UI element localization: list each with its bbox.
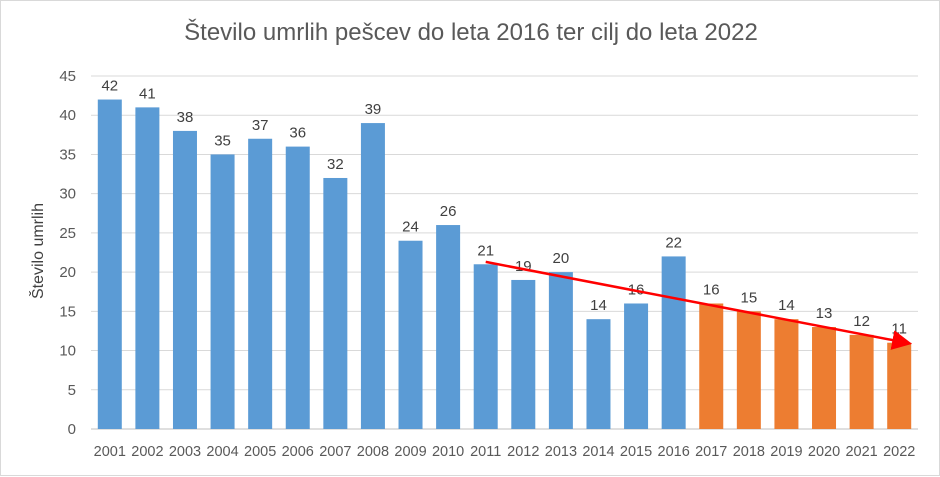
bar	[661, 256, 686, 429]
data-label: 39	[365, 101, 382, 118]
y-tick-label: 15	[59, 303, 76, 320]
data-label: 37	[252, 117, 269, 134]
x-tick-label: 2008	[357, 444, 389, 460]
data-label: 13	[816, 305, 833, 322]
data-label: 38	[177, 109, 194, 126]
data-label: 20	[553, 250, 570, 267]
data-label: 24	[402, 219, 419, 236]
data-label: 14	[590, 297, 607, 314]
bar	[586, 319, 611, 429]
data-label: 32	[327, 156, 344, 173]
data-label: 15	[740, 289, 757, 306]
x-tick-label: 2009	[394, 444, 426, 460]
y-tick-label: 0	[68, 421, 76, 438]
bar	[210, 154, 235, 429]
bar	[812, 327, 837, 429]
x-tick-label: 2021	[845, 444, 877, 460]
x-tick-label: 2003	[169, 444, 201, 460]
x-tick-label: 2019	[770, 444, 802, 460]
y-tick-label: 10	[59, 343, 76, 360]
data-label: 41	[139, 85, 156, 102]
x-tick-label: 2017	[695, 444, 727, 460]
y-tick-label: 5	[68, 382, 76, 399]
x-tick-label: 2018	[733, 444, 765, 460]
trend-arrow	[485, 260, 913, 350]
bar	[436, 225, 461, 429]
data-label: 16	[703, 281, 720, 298]
data-label: 22	[665, 234, 682, 251]
x-tick-label: 2013	[545, 444, 577, 460]
x-tick-label: 2012	[507, 444, 539, 460]
data-label: 42	[101, 78, 118, 95]
bar	[699, 303, 724, 429]
x-tick-label: 2011	[470, 444, 501, 460]
x-tick-label: 2020	[808, 444, 840, 460]
bar	[248, 138, 273, 429]
y-tick-label: 35	[59, 146, 76, 163]
x-tick-label: 2016	[658, 444, 690, 460]
bar	[172, 130, 197, 429]
bar	[511, 279, 536, 429]
bar	[398, 240, 423, 429]
bar	[135, 107, 160, 429]
y-tick-label: 25	[59, 225, 76, 242]
bar	[887, 342, 912, 429]
x-tick-label: 2005	[244, 444, 276, 460]
x-tick-label: 2007	[319, 444, 351, 460]
chart-title: Število umrlih pešcev do leta 2016 ter c…	[184, 19, 758, 46]
x-tick-label: 2002	[131, 444, 163, 460]
y-tick-label: 40	[59, 107, 76, 124]
x-tick-label: 2004	[206, 444, 238, 460]
x-tick-label: 2022	[883, 444, 915, 460]
bar	[360, 123, 385, 430]
x-tick-label: 2001	[94, 444, 126, 460]
bar	[97, 99, 122, 430]
y-tick-label: 20	[59, 264, 76, 281]
bar	[849, 334, 874, 429]
data-label: 19	[515, 258, 532, 275]
x-tick-label: 2006	[282, 444, 314, 460]
data-label: 36	[289, 125, 306, 142]
bar	[473, 264, 498, 429]
data-label: 21	[477, 242, 494, 259]
data-label: 35	[214, 132, 231, 149]
x-tick-label: 2015	[620, 444, 652, 460]
bar	[323, 177, 348, 429]
data-label: 26	[440, 203, 457, 220]
y-tick-label: 45	[59, 68, 76, 85]
bar	[285, 146, 310, 429]
bar	[736, 311, 761, 429]
bar	[624, 303, 649, 429]
x-tick-label: 2014	[582, 444, 614, 460]
data-label: 12	[853, 313, 870, 330]
bar	[774, 319, 799, 429]
bar	[548, 272, 573, 429]
data-label: 14	[778, 297, 795, 314]
x-tick-label: 2010	[432, 444, 464, 460]
data-label: 11	[891, 321, 907, 338]
y-tick-label: 30	[59, 186, 76, 203]
